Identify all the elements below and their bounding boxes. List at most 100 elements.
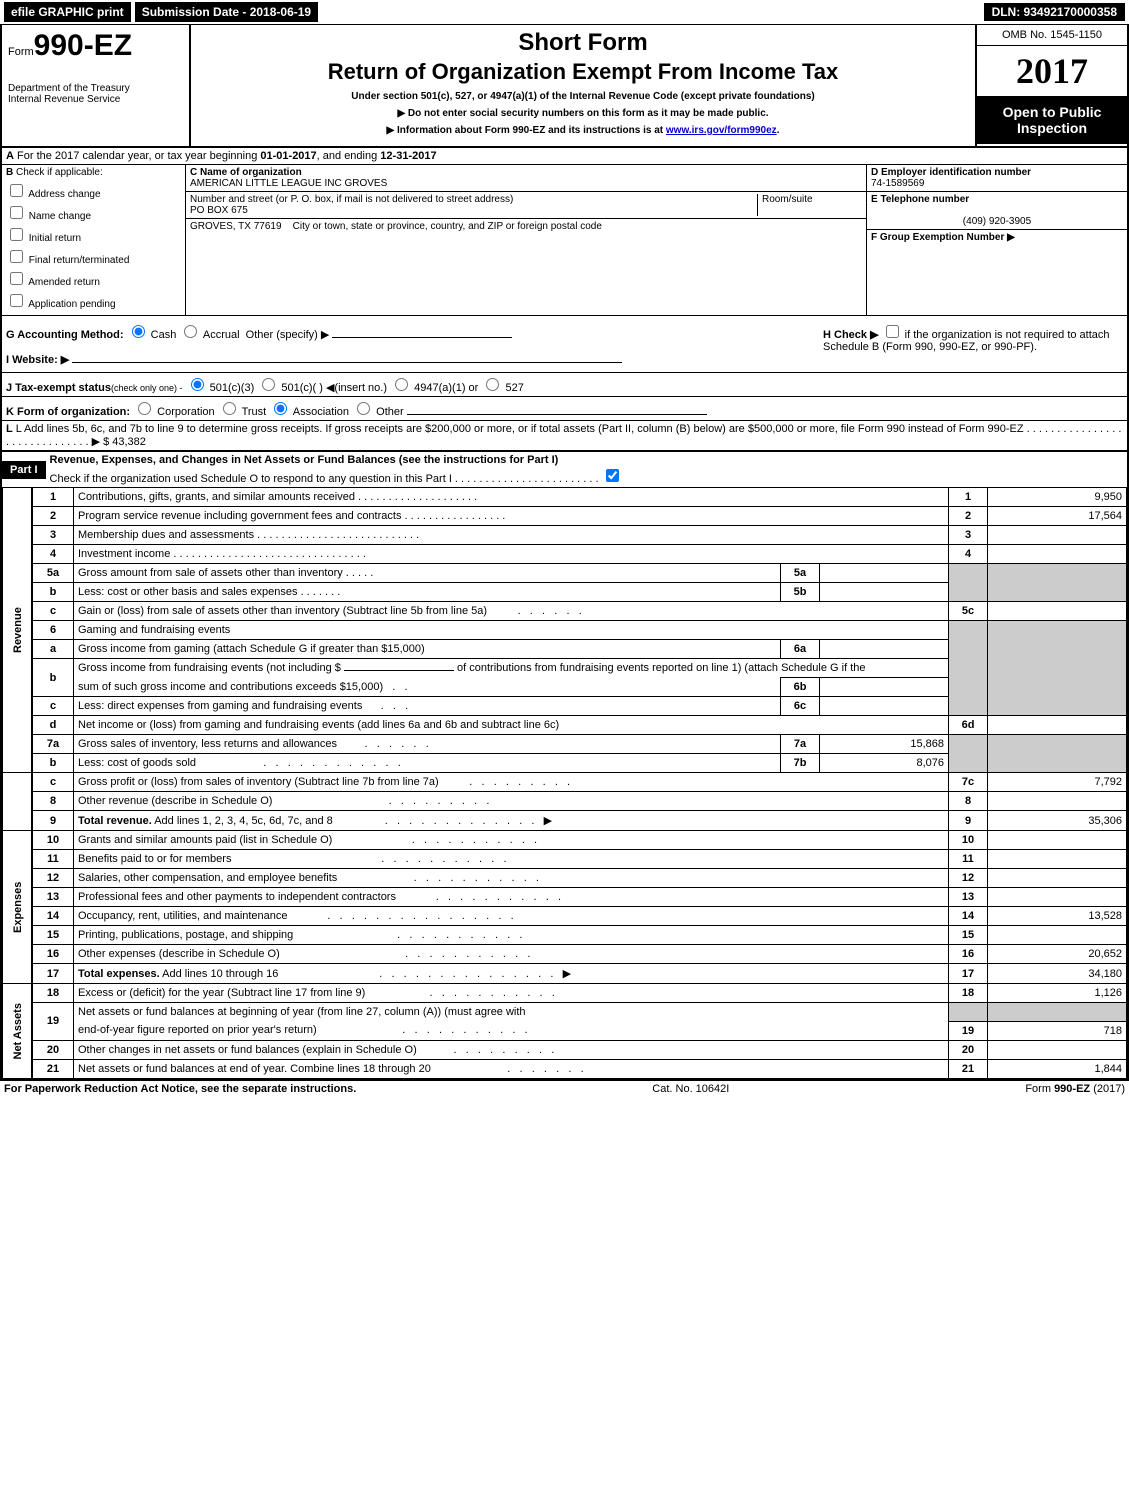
irs-link[interactable]: www.irs.gov/form990ez bbox=[666, 125, 777, 136]
l1-num: 1 bbox=[32, 488, 74, 507]
line-j-suffix: (check only one) - bbox=[111, 383, 183, 393]
l18-rval: 1,126 bbox=[988, 984, 1127, 1003]
line-a: A For the 2017 calendar year, or tax yea… bbox=[2, 148, 1127, 165]
l1-rnum: 1 bbox=[949, 488, 988, 507]
l19-num: 19 bbox=[32, 1003, 74, 1041]
l21-desc: Net assets or fund balances at end of ye… bbox=[78, 1063, 431, 1075]
l10-num: 10 bbox=[32, 831, 74, 850]
line-5c: c Gain or (loss) from sale of assets oth… bbox=[3, 602, 1127, 621]
cash-radio[interactable] bbox=[132, 325, 145, 338]
l3-rnum: 3 bbox=[949, 526, 988, 545]
line-g-label: G Accounting Method: bbox=[6, 329, 124, 341]
corp-radio[interactable] bbox=[138, 402, 151, 415]
dept-treasury: Department of the Treasury bbox=[8, 83, 183, 94]
l13-rnum: 13 bbox=[949, 888, 988, 907]
line-12: 12 Salaries, other compensation, and emp… bbox=[3, 869, 1127, 888]
l21-rval: 1,844 bbox=[988, 1059, 1127, 1078]
line-k-label: K Form of organization: bbox=[6, 406, 130, 418]
schedule-o-check[interactable] bbox=[606, 469, 619, 482]
line-d: D Employer identification number 74-1589… bbox=[867, 165, 1127, 192]
footer-left: For Paperwork Reduction Act Notice, see … bbox=[4, 1083, 356, 1095]
l4-rnum: 4 bbox=[949, 545, 988, 564]
l2-num: 2 bbox=[32, 507, 74, 526]
l20-rnum: 20 bbox=[949, 1040, 988, 1059]
schedule-b-check[interactable] bbox=[886, 325, 899, 338]
line-i: I Website: ▶ bbox=[6, 353, 815, 366]
line-3: 3 Membership dues and assessments . . . … bbox=[3, 526, 1127, 545]
addr-change-check[interactable] bbox=[10, 184, 23, 197]
l5b-mval bbox=[820, 583, 949, 602]
l6b-desc2: of contributions from fundraising events… bbox=[457, 662, 865, 674]
note2-post: . bbox=[777, 125, 780, 136]
open-public: Open to Public Inspection bbox=[977, 96, 1127, 144]
line-l-amount: ▶ $ 43,382 bbox=[92, 436, 146, 448]
footer-center: Cat. No. 10642I bbox=[652, 1083, 729, 1095]
header-right: OMB No. 1545-1150 2017 Open to Public In… bbox=[975, 25, 1127, 146]
501c-radio[interactable] bbox=[262, 378, 275, 391]
l6-num: 6 bbox=[32, 621, 74, 640]
submission-date: Submission Date - 2018-06-19 bbox=[135, 2, 318, 22]
527-radio[interactable] bbox=[486, 378, 499, 391]
street-label: Number and street (or P. O. box, if mail… bbox=[190, 194, 513, 205]
final-return-check[interactable] bbox=[10, 250, 23, 263]
l15-num: 15 bbox=[32, 926, 74, 945]
footer: For Paperwork Reduction Act Notice, see … bbox=[0, 1081, 1129, 1097]
subtitle: Under section 501(c), 527, or 4947(a)(1)… bbox=[195, 91, 971, 102]
amended-return-check[interactable] bbox=[10, 272, 23, 285]
accrual-radio[interactable] bbox=[184, 325, 197, 338]
app-pending-check[interactable] bbox=[10, 294, 23, 307]
line-g-i: G Accounting Method: Cash Accrual Other … bbox=[2, 316, 819, 372]
amended-return-label: Amended return bbox=[28, 277, 100, 288]
line-10: Expenses 10 Grants and similar amounts p… bbox=[3, 831, 1127, 850]
form-container: efile GRAPHIC print Submission Date - 20… bbox=[0, 0, 1129, 1097]
other-org-radio[interactable] bbox=[357, 402, 370, 415]
revenue-label: Revenue bbox=[3, 488, 33, 773]
print-button[interactable]: efile GRAPHIC print bbox=[4, 2, 131, 22]
l8-desc: Other revenue (describe in Schedule O) bbox=[78, 795, 272, 807]
assoc-label: Association bbox=[293, 406, 349, 418]
l5c-rnum: 5c bbox=[949, 602, 988, 621]
527-label: 527 bbox=[505, 382, 523, 394]
l9-rnum: 9 bbox=[949, 811, 988, 831]
l8-rval bbox=[988, 792, 1127, 811]
l4-desc: Investment income bbox=[78, 548, 170, 560]
name-change-check[interactable] bbox=[10, 206, 23, 219]
note2-pre: ▶ Information about Form 990-EZ and its … bbox=[387, 125, 666, 136]
part1-row: Part I Revenue, Expenses, and Changes in… bbox=[2, 452, 1127, 487]
line-4: 4 Investment income . . . . . . . . . . … bbox=[3, 545, 1127, 564]
short-form-title: Short Form bbox=[195, 29, 971, 57]
l7a-desc: Gross sales of inventory, less returns a… bbox=[78, 738, 337, 750]
l15-desc: Printing, publications, postage, and shi… bbox=[78, 929, 293, 941]
block-b-f: B Check if applicable: Address change Na… bbox=[2, 165, 1127, 315]
line-7a: 7a Gross sales of inventory, less return… bbox=[3, 735, 1127, 754]
l17-rval: 34,180 bbox=[988, 964, 1127, 984]
city-value: GROVES, TX 77619 bbox=[190, 221, 282, 232]
line-l: L L Add lines 5b, 6c, and 7b to line 9 t… bbox=[2, 421, 1127, 450]
501c-label: 501(c)( ) ◀(insert no.) bbox=[281, 382, 387, 394]
l6d-rval bbox=[988, 716, 1127, 735]
l6b-mval bbox=[820, 678, 949, 697]
l12-rnum: 12 bbox=[949, 869, 988, 888]
assoc-radio[interactable] bbox=[274, 402, 287, 415]
l5b-mnum: 5b bbox=[781, 583, 820, 602]
grey-6 bbox=[949, 621, 988, 716]
l6a-desc: Gross income from gaming (attach Schedul… bbox=[78, 643, 425, 655]
l20-rval bbox=[988, 1040, 1127, 1059]
l12-desc: Salaries, other compensation, and employ… bbox=[78, 872, 337, 884]
trust-radio[interactable] bbox=[223, 402, 236, 415]
l10-desc: Grants and similar amounts paid (list in… bbox=[78, 834, 332, 846]
line-11: 11 Benefits paid to or for members . . .… bbox=[3, 850, 1127, 869]
group-exempt-label: F Group Exemption Number ▶ bbox=[871, 232, 1015, 243]
l7c-rnum: 7c bbox=[949, 773, 988, 792]
initial-return-check[interactable] bbox=[10, 228, 23, 241]
l8-rnum: 8 bbox=[949, 792, 988, 811]
line-1: Revenue 1 Contributions, gifts, grants, … bbox=[3, 488, 1127, 507]
501c3-radio[interactable] bbox=[191, 378, 204, 391]
l16-num: 16 bbox=[32, 945, 74, 964]
l5c-num: c bbox=[32, 602, 74, 621]
4947-radio[interactable] bbox=[395, 378, 408, 391]
l15-rval bbox=[988, 926, 1127, 945]
line-9: 9 Total revenue. Add lines 1, 2, 3, 4, 5… bbox=[3, 811, 1127, 831]
top-bar: efile GRAPHIC print Submission Date - 20… bbox=[0, 0, 1129, 24]
line-14: 14 Occupancy, rent, utilities, and maint… bbox=[3, 907, 1127, 926]
